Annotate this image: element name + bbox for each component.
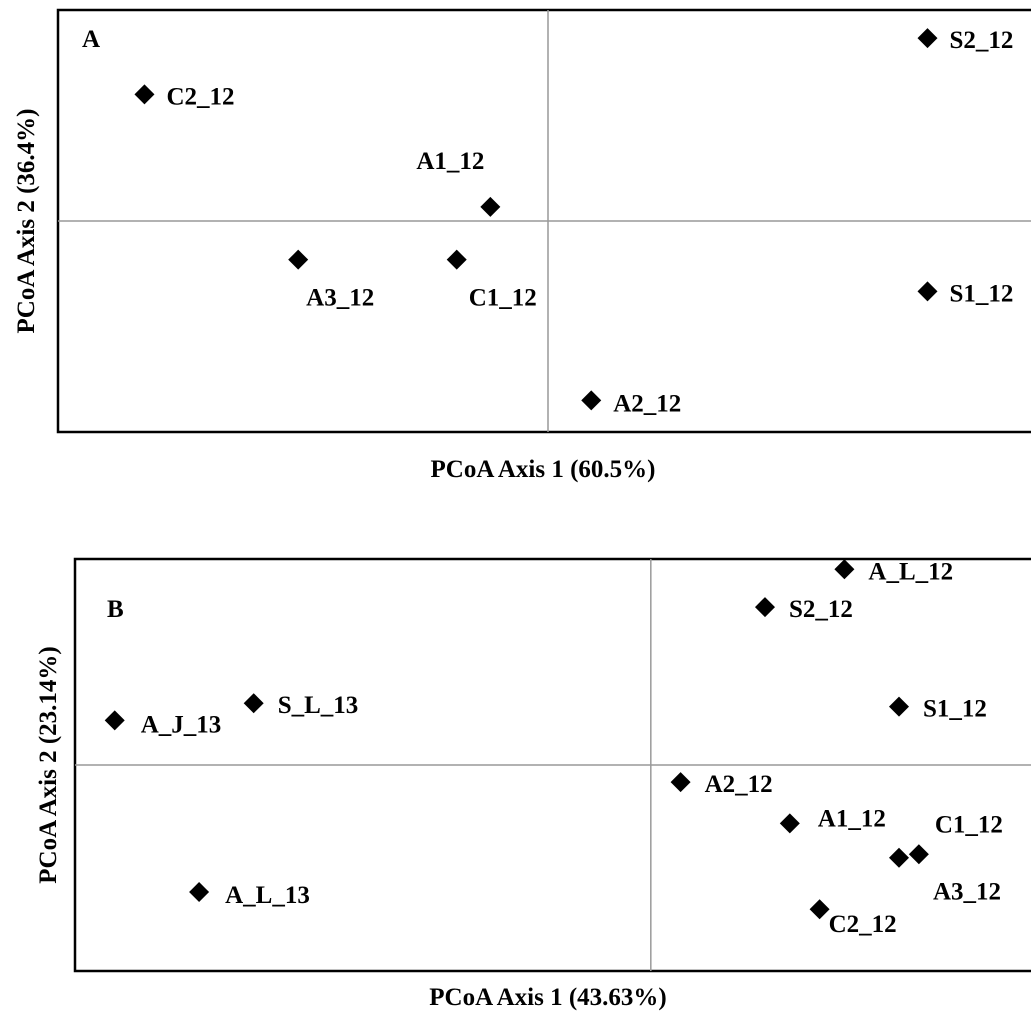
panel-a-point-marker — [446, 249, 467, 270]
panel-b-point-label: S_L_13 — [278, 692, 359, 719]
panel-b-point-marker — [754, 597, 775, 618]
panel-a-point-label: S2_12 — [950, 27, 1014, 54]
panel-a-point-marker — [581, 390, 602, 411]
panel-a-point-label: A1_12 — [416, 148, 484, 175]
panel-a-x-axis-label: PCoA Axis 1 (60.5%) — [431, 456, 656, 483]
panel-b-point-label: A1_12 — [818, 805, 886, 832]
panel-a-points: C2_12 A1_12 A3_12 C1_12 S2_12 S1_12 A2_12 — [134, 27, 1013, 417]
panel-b-point-marker — [243, 693, 264, 714]
panel-b-point-label: C2_12 — [829, 911, 897, 938]
panel-b-point-label: A_L_12 — [868, 558, 953, 585]
panel-a-point-marker — [288, 249, 309, 270]
panel-b-point-marker — [908, 844, 929, 865]
panel-a-point-marker — [917, 28, 938, 49]
panel-a-point-label: A2_12 — [613, 390, 681, 417]
panel-a-point-marker — [917, 281, 938, 302]
panel-a-point-label: C1_12 — [469, 285, 537, 312]
panel-b: B PCoA Axis 1 (43.63%) PCoA Axis 2 (23.1… — [35, 557, 1031, 1011]
panel-a-label: A — [82, 26, 100, 53]
panel-a-point-label: S1_12 — [950, 280, 1014, 307]
panel-b-point-marker — [104, 710, 125, 731]
panel-b-point-label: A_J_13 — [141, 711, 222, 738]
panel-a-point-marker — [480, 196, 501, 217]
panel-a-point-label: C2_12 — [166, 83, 234, 110]
panel-a-point-marker — [134, 84, 155, 105]
panel-b-point-marker — [834, 559, 855, 580]
panel-b-point-marker — [809, 899, 830, 920]
panel-b-point-marker — [779, 813, 800, 834]
panel-a: A PCoA Axis 1 (60.5%) PCoA Axis 2 (36.4%… — [13, 8, 1031, 483]
panel-b-points: A_J_13 S_L_13 A_L_13 A_L_12 S2_12 S1_12 A2_12 A… — [104, 558, 1003, 938]
panel-b-point-label: A3_12 — [933, 879, 1001, 906]
panel-b-y-axis-label: PCoA Axis 2 (23.14%) — [35, 646, 62, 884]
panel-b-point-marker — [889, 847, 910, 868]
panel-b-point-label: S1_12 — [923, 696, 987, 723]
panel-b-point-marker — [189, 882, 210, 903]
panel-b-label: B — [107, 596, 124, 623]
panel-b-point-label: C1_12 — [935, 811, 1003, 838]
panel-b-x-axis-label: PCoA Axis 1 (43.63%) — [429, 984, 667, 1011]
panel-b-point-label: S2_12 — [789, 596, 853, 623]
panel-b-point-label: A2_12 — [705, 771, 773, 798]
panel-b-point-marker — [889, 696, 910, 717]
panel-a-y-axis-label: PCoA Axis 2 (36.4%) — [13, 109, 40, 334]
panel-b-point-label: A_L_13 — [225, 882, 310, 909]
panel-a-point-label: A3_12 — [306, 285, 374, 312]
panel-b-point-marker — [670, 772, 691, 793]
